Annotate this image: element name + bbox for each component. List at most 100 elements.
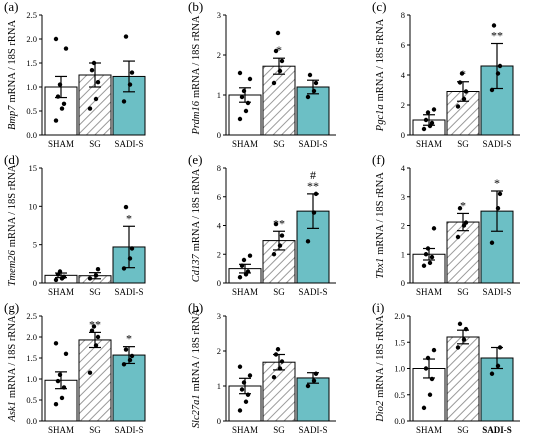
data-point [121, 99, 127, 104]
significance-marker: ** [307, 179, 319, 193]
data-point [121, 266, 127, 271]
data-point [489, 371, 495, 376]
category-label: SADI-S [298, 425, 327, 435]
bar-sg [446, 221, 480, 284]
data-point [461, 337, 467, 342]
y-tick-label: 0.0 [26, 416, 37, 426]
y-tick-label: 2.5 [26, 10, 37, 20]
y-tick-label: 0 [401, 278, 405, 288]
y-tick-label: 0 [401, 130, 405, 140]
y-tick-label: 1.5 [394, 337, 405, 347]
data-point [95, 80, 101, 85]
y-axis-gene: Prdm16 [191, 100, 202, 135]
panel-a: (a) Bmp7 mRNA / 18S rRNA 0.0 0.5 1.0 1.5 2.0 2.5… [4, 0, 146, 149]
data-point [273, 221, 279, 227]
data-point [123, 347, 129, 352]
data-point [491, 23, 497, 28]
y-axis-unit: mRNA / 18S rRNA [191, 308, 202, 391]
data-point [275, 347, 281, 352]
data-point [425, 355, 431, 361]
category-label: SG [89, 425, 101, 435]
data-point [489, 240, 495, 245]
data-point [247, 253, 253, 258]
data-point [311, 378, 317, 383]
data-point [55, 378, 61, 384]
category-label: SHAM [232, 425, 258, 435]
category-label: SG [273, 139, 285, 149]
data-point [429, 376, 435, 382]
significance-marker: ** [89, 317, 101, 331]
y-tick-label: 10 [29, 201, 38, 211]
panel-h: (h) Slc27a1 mRNA / 18S rRNA 0 1 2 3 SHAM SG SADI-… [188, 300, 336, 435]
panel-g: (g) Ask1 mRNA / 18S rRNA 0.0 0.5 1.0 1.5 2.0 2.5… [4, 300, 146, 435]
data-point [93, 273, 99, 278]
y-axis-unit: mRNA / 18S rRNA [375, 172, 386, 255]
y-tick-label: 2.0 [26, 34, 37, 44]
category-label: SHAM [48, 139, 74, 149]
y-tick-label: 2.0 [26, 332, 37, 342]
panel-i: (i) Dio2 mRNA / 18S rRNA 0.0 0.5 1.0 1.5 2.0 SHA… [372, 300, 520, 435]
y-tick-label: 2.5 [26, 311, 37, 321]
data-point [127, 256, 133, 261]
data-point [277, 68, 283, 74]
y-tick-label: 4 [401, 163, 406, 173]
y-tick-label: 1 [401, 249, 405, 259]
y-tick-label: 3 [217, 311, 221, 321]
data-point [127, 82, 133, 87]
data-point [61, 101, 67, 107]
y-tick-label: 0 [217, 130, 221, 140]
data-point [273, 352, 279, 357]
data-point [241, 380, 247, 385]
category-label: SADI-S [482, 425, 512, 435]
y-tick-label: 2 [401, 100, 405, 110]
data-point [53, 277, 59, 283]
category-label: SADI-S [114, 287, 143, 297]
data-point [421, 405, 427, 411]
data-point [93, 96, 99, 102]
significance-marker: * [460, 198, 466, 212]
data-point [59, 106, 65, 111]
y-axis-title: Tbx1 mRNA / 18S rRNA [375, 172, 386, 279]
data-point [123, 204, 129, 210]
data-point [455, 234, 461, 240]
category-label: SG [89, 139, 101, 149]
data-point [91, 60, 97, 66]
data-point [237, 70, 243, 76]
data-point [459, 71, 465, 76]
y-tick-label: 0.5 [26, 395, 37, 405]
data-point [237, 275, 243, 280]
data-point [279, 58, 285, 64]
data-point [57, 82, 63, 87]
category-label: SG [273, 287, 285, 297]
data-point [457, 80, 463, 85]
y-axis-gene: Pgc1a [375, 104, 386, 132]
data-point [57, 269, 63, 274]
significance-marker: * [494, 176, 500, 190]
data-point [61, 274, 67, 280]
category-label: SG [89, 287, 101, 297]
panel-label: (f) [372, 152, 385, 167]
y-axis-gene: Ask1 [7, 401, 18, 422]
data-point [87, 276, 93, 281]
y-axis-title: Dio2 mRNA / 18S rRNA [375, 315, 386, 423]
data-point [429, 254, 435, 260]
data-point [305, 94, 311, 100]
y-tick-label: 4 [401, 70, 406, 80]
significance-marker: * [126, 211, 132, 225]
data-point [239, 94, 245, 100]
category-label: SG [457, 287, 469, 297]
data-point [497, 345, 503, 350]
data-point [463, 220, 469, 225]
data-point [463, 89, 469, 94]
data-point [425, 110, 431, 115]
data-point [423, 252, 429, 257]
data-point [431, 226, 437, 231]
panel-d: (d) Tmem26 mRNA / 18S rRNA 0 5 10 15 SHAM SG * SAD… [4, 152, 146, 297]
data-point [497, 63, 503, 69]
y-tick-label: 15 [29, 163, 38, 173]
data-point [311, 88, 317, 94]
y-axis-title: Bmp7 mRNA / 18S rRNA [7, 20, 18, 130]
data-point [121, 362, 127, 367]
data-point [247, 76, 253, 82]
